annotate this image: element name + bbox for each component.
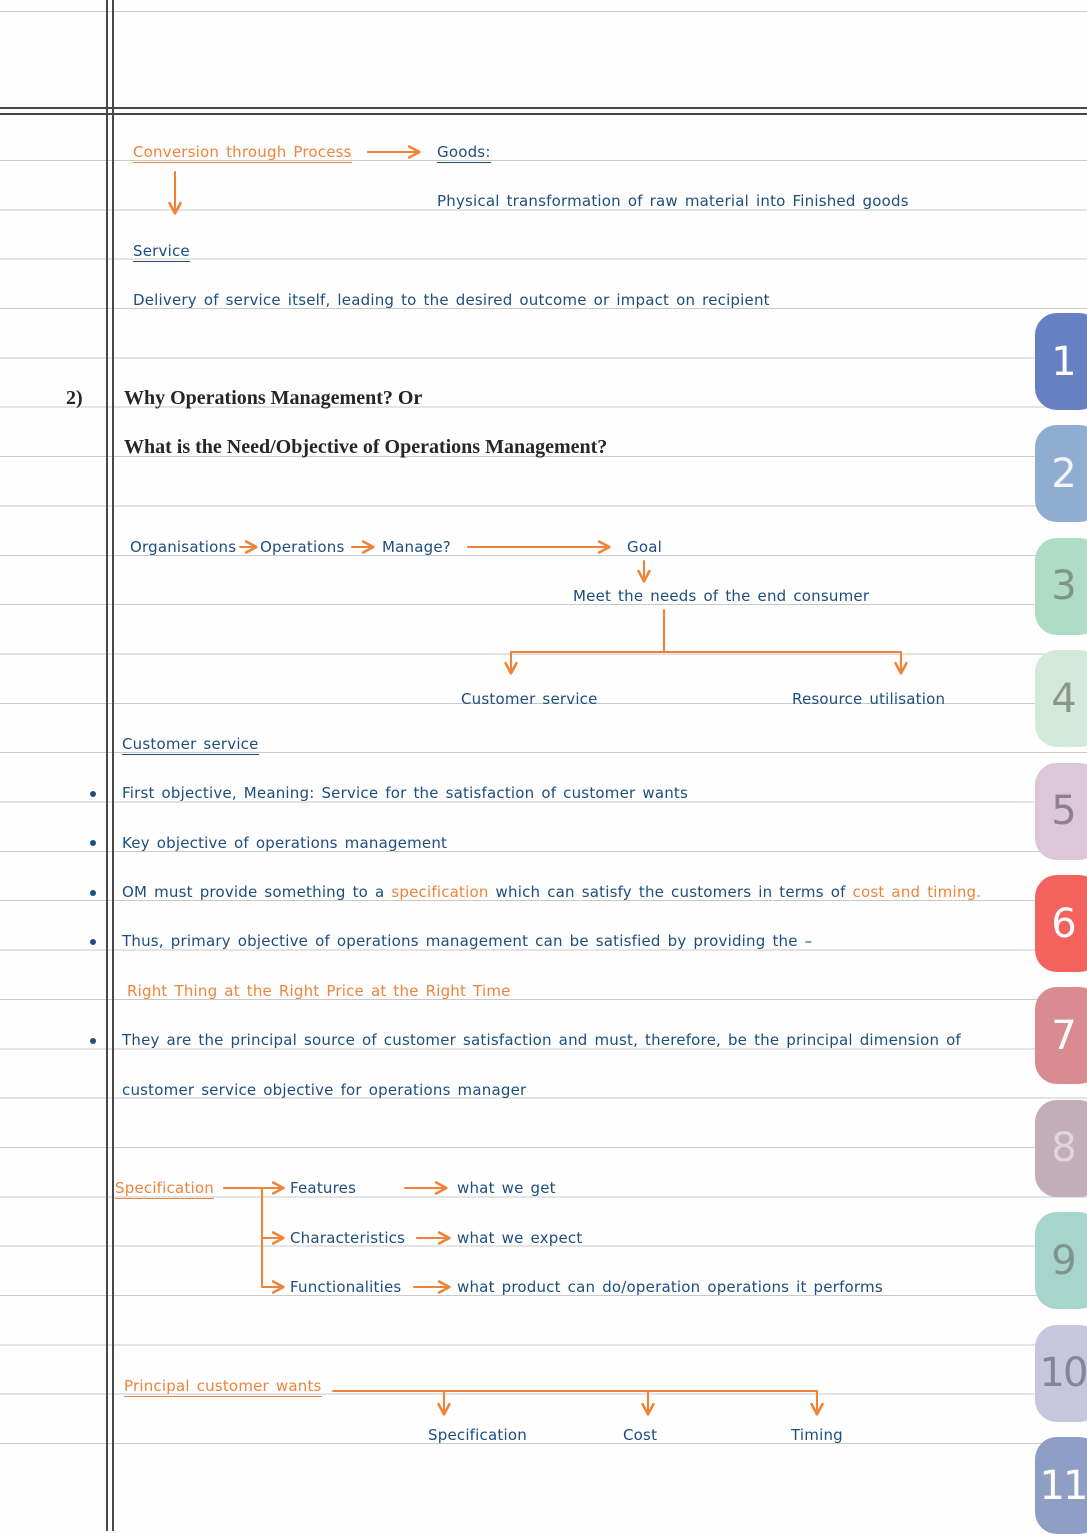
conversion-label: Conversion through Process (133, 143, 352, 163)
bullet-key-objective: Key objective of operations management (122, 834, 448, 852)
page-tab-10[interactable]: 10 (1035, 1324, 1087, 1422)
specification-root: Specification (115, 1179, 214, 1199)
page-tab-8[interactable]: 8 (1035, 1099, 1087, 1197)
resource-utilisation-branch-label: Resource utilisation (792, 690, 946, 708)
goods-description: Physical transformation of raw material … (437, 192, 909, 210)
tab-number: 3 (1051, 563, 1076, 610)
bullet-dot (90, 791, 96, 797)
service-description: Delivery of service itself, leading to t… (133, 291, 770, 309)
customer-service-branch-label: Customer service (461, 690, 598, 708)
meet-needs-label: Meet the needs of the end consumer (573, 587, 870, 605)
characteristics-term: Characteristics (290, 1229, 406, 1247)
bullet-om-specification: OM must provide something to a specifica… (122, 883, 982, 901)
wants-specification-label: Specification (428, 1426, 527, 1444)
bullet-dot (90, 1038, 96, 1044)
functionalities-desc: what product can do/operation operations… (457, 1278, 883, 1296)
tab-number: 5 (1051, 788, 1076, 835)
margin-line-2 (112, 0, 114, 1531)
bullet-dot (90, 890, 96, 896)
bullet-primary-objective: Thus, primary objective of operations ma… (122, 932, 813, 950)
bullet-principal-source-line-1: They are the principal source of custome… (122, 1031, 962, 1049)
principal-wants-root: Principal customer wants (124, 1377, 322, 1397)
question-number: 2) (66, 387, 83, 409)
features-desc: what we get (457, 1179, 556, 1197)
manage-label: Manage? (382, 538, 451, 556)
characteristics-desc: what we expect (457, 1229, 583, 1247)
bullet-first-objective: First objective, Meaning: Service for th… (122, 784, 689, 802)
operations-label: Operations (260, 538, 345, 556)
specification-highlight: specification (391, 883, 489, 901)
right-thing-highlight: Right Thing at the Right Price at the Ri… (127, 982, 511, 1000)
features-term: Features (290, 1179, 357, 1197)
bullet-dot (90, 840, 96, 846)
page-tab-11[interactable]: 11 (1035, 1437, 1087, 1534)
tab-number: 7 (1051, 1012, 1076, 1059)
page-tab-9[interactable]: 9 (1035, 1212, 1087, 1310)
tab-number: 10 (1039, 1350, 1087, 1397)
tab-number: 8 (1051, 1125, 1076, 1172)
goods-label: Goods: (437, 143, 491, 163)
header-divider-line-2 (0, 113, 1087, 115)
tab-number: 4 (1051, 675, 1076, 722)
tab-number: 1 (1051, 338, 1076, 385)
tab-number: 6 (1051, 900, 1076, 947)
bullet-dot (90, 939, 96, 945)
page-tab-6[interactable]: 6 (1035, 875, 1087, 972)
note-line-conversion: Conversion through Process (133, 141, 352, 163)
page-tab-1[interactable]: 1 (1035, 313, 1087, 410)
page-tab-2[interactable]: 2 (1035, 425, 1087, 523)
question-line-1: Why Operations Management? Or (124, 387, 423, 409)
tab-number: 9 (1051, 1237, 1076, 1284)
top-rule-line (0, 11, 1087, 12)
organisations-label: Organisations (130, 538, 237, 556)
wants-timing-label: Timing (791, 1426, 843, 1444)
wants-cost-label: Cost (623, 1426, 658, 1444)
question-line-2: What is the Need/Objective of Operations… (124, 436, 608, 458)
page-tab-5[interactable]: 5 (1035, 762, 1087, 860)
cost-timing-highlight: cost and timing. (852, 883, 982, 901)
customer-service-heading: Customer service (122, 735, 259, 755)
page-tab-4[interactable]: 4 (1035, 650, 1087, 748)
service-label: Service (133, 242, 190, 262)
header-divider-line-1 (0, 107, 1087, 109)
tab-number: 11 (1039, 1462, 1087, 1509)
margin-line-1 (106, 0, 108, 1531)
goal-label: Goal (627, 538, 662, 556)
bullet-principal-source-line-2: customer service objective for operation… (122, 1081, 527, 1099)
page-tab-7[interactable]: 7 (1035, 987, 1087, 1085)
tab-number: 2 (1051, 450, 1076, 497)
functionalities-term: Functionalities (290, 1278, 402, 1296)
ruled-lines (0, 160, 1087, 1446)
page-tab-3[interactable]: 3 (1035, 537, 1087, 635)
